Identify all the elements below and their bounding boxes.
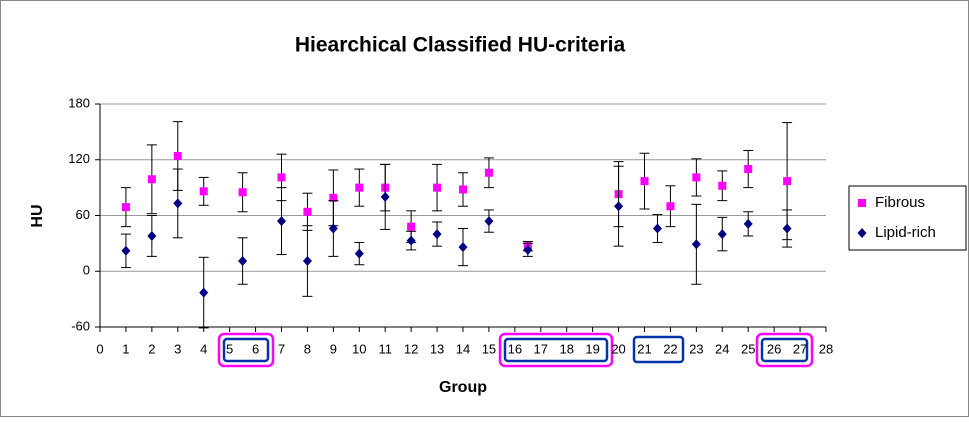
marker-diamond <box>857 228 867 238</box>
x-tick-label: 9 <box>330 341 337 356</box>
marker-diamond <box>199 287 209 298</box>
highlight-box <box>760 337 809 363</box>
marker-square <box>433 183 442 192</box>
x-tick-label: 10 <box>352 341 366 356</box>
marker-square <box>147 175 156 184</box>
marker-square <box>484 168 493 177</box>
x-tick-label: 17 <box>534 341 548 356</box>
highlight-box <box>503 337 609 363</box>
marker-diamond <box>691 239 701 250</box>
marker-diamond <box>432 229 442 240</box>
marker-square <box>459 185 467 194</box>
x-tick-label: 13 <box>430 341 444 356</box>
x-tick-label: 7 <box>278 341 285 356</box>
marker-square <box>640 177 649 186</box>
y-tick-label: -60 <box>71 318 90 333</box>
marker-diamond <box>458 242 468 253</box>
highlight-box <box>222 337 270 363</box>
legend-label: Fibrous <box>875 194 925 211</box>
y-tick-label: 120 <box>68 151 90 166</box>
marker-diamond <box>523 244 533 255</box>
x-tick-label: 25 <box>741 341 755 356</box>
marker-diamond <box>354 248 364 259</box>
x-tick-label: 20 <box>611 341 625 356</box>
marker-diamond <box>147 230 157 241</box>
y-axis-label: HU <box>29 204 46 227</box>
y-tick-label: 0 <box>83 263 90 278</box>
legend: Fibrous Lipid-rich <box>848 185 967 251</box>
marker-square <box>692 173 701 182</box>
x-tick-label: 3 <box>174 341 181 356</box>
marker-diamond <box>743 218 753 229</box>
marker-square <box>303 207 312 216</box>
highlight-box <box>755 332 814 368</box>
annotation-boxes <box>217 332 814 368</box>
marker-diamond <box>173 198 183 209</box>
highlight-box <box>498 332 614 368</box>
marker-diamond <box>380 191 390 202</box>
legend-box <box>848 185 967 251</box>
x-tick-label: 14 <box>456 341 470 356</box>
marker-square <box>199 187 208 196</box>
marker-diamond <box>238 256 248 267</box>
x-tick-label: 19 <box>585 341 599 356</box>
x-axis-label: Group <box>439 379 487 396</box>
x-tick-label: 26 <box>767 341 781 356</box>
marker-diamond <box>406 235 416 246</box>
x-tick-label: 2 <box>148 341 155 356</box>
marker-square <box>238 188 247 197</box>
marker-square <box>718 181 727 190</box>
marker-diamond <box>652 223 662 234</box>
marker-diamond <box>717 229 727 240</box>
marker-square <box>121 203 130 212</box>
y-tick-label: 180 <box>68 95 90 110</box>
y-tick-label: 60 <box>76 207 90 222</box>
legend-label: Lipid-rich <box>875 224 936 241</box>
x-tick-label: 24 <box>715 341 729 356</box>
marker-square <box>666 202 675 211</box>
marker-diamond <box>782 223 792 234</box>
marker-square <box>407 222 416 231</box>
x-tick-label: 11 <box>378 341 392 356</box>
x-tick-label: 15 <box>482 341 496 356</box>
x-tick-label: 18 <box>559 341 573 356</box>
series <box>120 163 793 329</box>
highlight-box <box>632 335 685 364</box>
x-tick-label: 1 <box>122 341 129 356</box>
marker-diamond <box>302 256 312 267</box>
marker-diamond <box>484 216 494 227</box>
marker-square <box>744 165 753 174</box>
marker-square <box>355 183 364 192</box>
highlight-box <box>217 332 275 368</box>
x-tick-label: 21 <box>637 341 651 356</box>
x-tick-label: 12 <box>404 341 418 356</box>
marker-diamond <box>277 216 286 227</box>
x-tick-label: 8 <box>304 341 311 356</box>
x-tick-label: 5 <box>226 341 233 356</box>
marker-diamond <box>614 201 624 212</box>
x-tick-label: 4 <box>200 341 207 356</box>
x-tick-label: 22 <box>663 341 677 356</box>
marker-diamond <box>121 245 131 256</box>
x-tick-label: 28 <box>819 341 833 356</box>
x-tick-label: 27 <box>793 341 807 356</box>
chart-title: Hiearchical Classified HU-criteria <box>295 34 626 57</box>
marker-square <box>329 193 338 202</box>
x-tick-label: 16 <box>508 341 522 356</box>
marker-diamond <box>328 223 338 234</box>
marker-square <box>173 152 182 161</box>
x-tick-label: 0 <box>96 341 103 356</box>
marker-square <box>858 199 866 207</box>
x-tick-label: 6 <box>252 341 259 356</box>
x-tick-label: 23 <box>689 341 703 356</box>
marker-square <box>783 177 792 186</box>
marker-square <box>277 173 286 182</box>
